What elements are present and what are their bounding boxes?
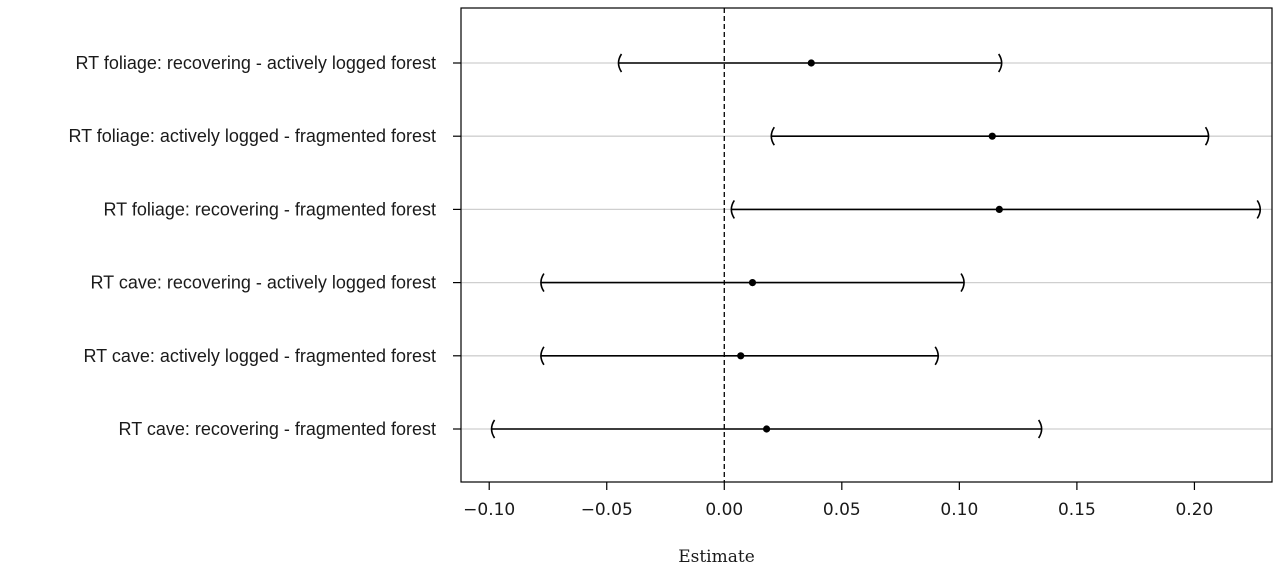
lower-bound-cap bbox=[540, 273, 545, 293]
estimate-point bbox=[988, 132, 996, 140]
interval-row bbox=[490, 419, 1043, 439]
x-axis: −0.10 −0.05 0.00 0.05 0.10 0.15 0.20 bbox=[463, 482, 1213, 520]
row-label: RT foliage: recovering - fragmented fore… bbox=[104, 199, 437, 219]
x-tick-label: −0.05 bbox=[581, 500, 633, 520]
lower-bound-cap bbox=[730, 199, 736, 219]
estimate-point bbox=[807, 59, 815, 67]
x-tick-label: 0.15 bbox=[1058, 500, 1096, 520]
interval-row bbox=[770, 126, 1210, 146]
gridlines bbox=[461, 62, 1272, 430]
x-tick-label: 0.10 bbox=[940, 500, 978, 520]
row-label: RT cave: recovering - actively logged fo… bbox=[91, 273, 437, 293]
interval-row bbox=[730, 199, 1262, 219]
upper-bound-cap bbox=[997, 53, 1003, 73]
x-tick-label: 0.20 bbox=[1175, 500, 1213, 520]
interval-row bbox=[540, 346, 939, 366]
lower-bound-cap bbox=[617, 53, 623, 73]
estimate-point bbox=[748, 279, 757, 287]
row-labels: RT foliage: recovering - actively logged… bbox=[68, 53, 461, 439]
upper-bound-cap bbox=[960, 273, 965, 293]
lower-bound-cap bbox=[490, 419, 496, 439]
upper-bound-cap bbox=[1256, 199, 1262, 219]
plot-frame bbox=[460, 7, 1273, 483]
estimate-point bbox=[737, 352, 745, 360]
lower-bound-cap bbox=[540, 346, 545, 366]
upper-bound-cap bbox=[1204, 126, 1210, 146]
x-tick-label: −0.10 bbox=[463, 500, 515, 520]
estimate-point bbox=[995, 205, 1003, 213]
row-label: RT cave: actively logged - fragmented fo… bbox=[83, 346, 436, 366]
estimate-point bbox=[762, 425, 771, 433]
x-tick-label: 0.05 bbox=[823, 500, 861, 520]
interval-row bbox=[540, 273, 965, 293]
x-axis-title: Estimate bbox=[678, 547, 755, 567]
interval-rows bbox=[490, 53, 1262, 439]
upper-bound-cap bbox=[1037, 419, 1043, 439]
upper-bound-cap bbox=[934, 346, 939, 366]
lower-bound-cap bbox=[770, 126, 775, 146]
interval-row bbox=[617, 53, 1003, 73]
x-tick-label: 0.00 bbox=[705, 500, 743, 520]
row-label: RT foliage: actively logged - fragmented… bbox=[68, 126, 436, 146]
row-label: RT cave: recovering - fragmented forest bbox=[119, 419, 436, 439]
row-label: RT foliage: recovering - actively logged… bbox=[75, 53, 436, 73]
